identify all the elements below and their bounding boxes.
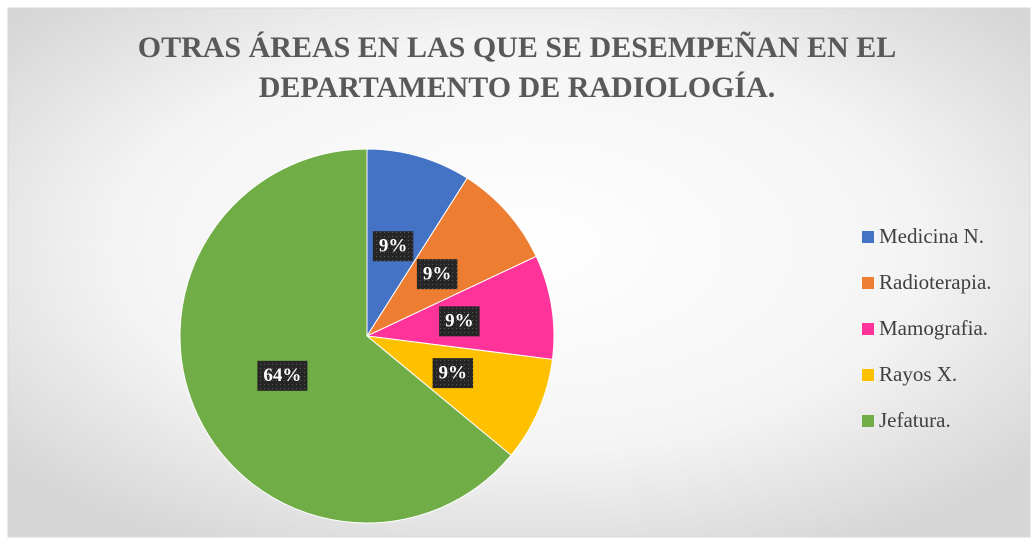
data-label: 9% xyxy=(445,311,474,332)
chart-title: DEPARTAMENTO DE RADIOLOGÍA. xyxy=(259,71,776,104)
pie-slice xyxy=(179,148,512,524)
data-label: 64% xyxy=(263,365,301,386)
legend-swatch xyxy=(862,415,874,427)
chart-title: OTRAS ÁREAS EN LAS QUE SE DESEMPEÑAN EN … xyxy=(138,31,897,64)
data-label-box xyxy=(372,231,414,262)
legend-label: Radioterapia. xyxy=(879,270,992,294)
data-label-box xyxy=(439,306,480,337)
data-label: 9% xyxy=(379,236,408,257)
data-label: 9% xyxy=(423,264,452,285)
legend-swatch xyxy=(862,277,874,289)
legend-swatch xyxy=(862,231,874,243)
data-label-box xyxy=(432,358,474,389)
pie-slice xyxy=(365,177,537,338)
data-label-box xyxy=(416,259,458,290)
legend-label: Rayos X. xyxy=(879,362,957,386)
pie-slice xyxy=(366,148,468,338)
legend-label: Medicina N. xyxy=(879,224,984,248)
legend-label: Mamografia. xyxy=(879,316,988,340)
data-label-box xyxy=(257,360,308,391)
pie-slice xyxy=(365,335,554,456)
legend-swatch xyxy=(862,323,874,335)
legend-label: Jefatura. xyxy=(879,408,951,432)
legend-swatch xyxy=(862,369,874,381)
data-label: 9% xyxy=(439,362,468,383)
